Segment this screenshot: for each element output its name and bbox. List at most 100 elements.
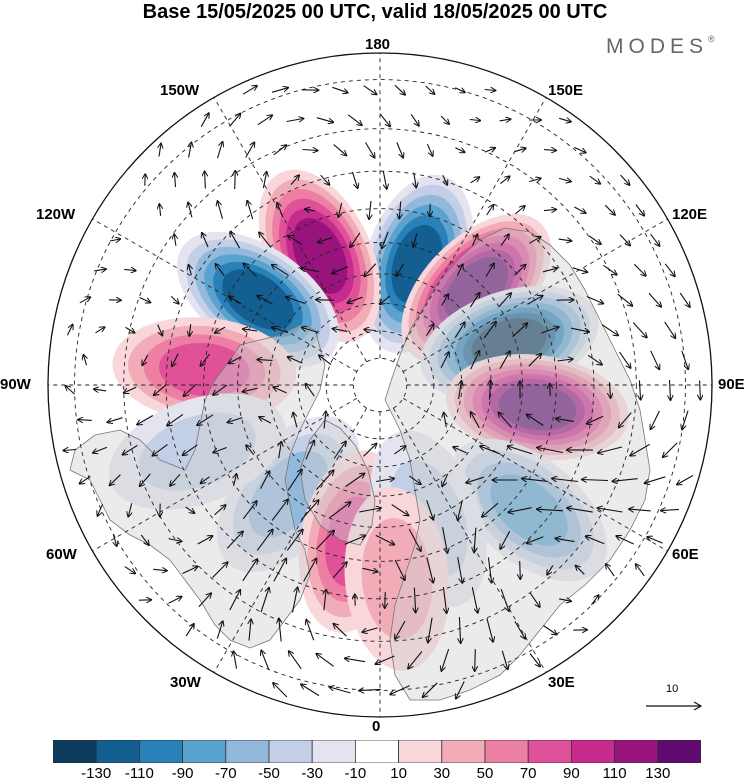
wind-arrow (470, 177, 480, 184)
colorbar-swatch (354, 740, 399, 763)
wind-arrow (359, 508, 381, 513)
wind-arrow (301, 269, 319, 272)
wind-arrow (286, 530, 302, 551)
wind-arrow (205, 172, 206, 189)
wind-arrow (670, 379, 671, 400)
wind-arrow (244, 264, 257, 277)
wind-arrow (428, 617, 433, 643)
wind-arrow (382, 231, 389, 248)
wind-arrow (272, 327, 289, 334)
wind-arrow (242, 86, 257, 95)
wind-arrow (364, 330, 376, 331)
colorbar-swatch (398, 740, 443, 763)
wind-arrow (170, 473, 181, 485)
wind-arrow (459, 381, 462, 400)
colorbar (53, 740, 701, 763)
colorbar-swatch (527, 740, 572, 763)
wind-arrow (394, 84, 405, 94)
wind-arrow (249, 619, 251, 641)
wind-arrow (425, 85, 435, 94)
wind-arrow (537, 509, 564, 511)
colorbar-tick-label: -110 (124, 765, 154, 782)
wind-arrow (390, 685, 410, 695)
wind-arrow (487, 557, 491, 582)
wind-arrow (610, 382, 611, 398)
wind-arrow (218, 201, 224, 219)
wind-arrow (316, 300, 334, 301)
wind-arrow (256, 530, 272, 551)
wind-arrow (440, 352, 449, 369)
wind-arrow (375, 534, 394, 544)
colorbar-swatch (53, 740, 97, 763)
wind-arrow (604, 204, 615, 215)
wind-arrow (471, 412, 480, 429)
colorbar-swatch (614, 740, 659, 763)
wind-arrow (559, 118, 571, 121)
wind-arrow (189, 265, 192, 276)
wind-arrow (442, 587, 446, 613)
anomaly-contour (490, 474, 568, 546)
wind-arrow (647, 537, 663, 544)
wind-arrow (619, 351, 631, 368)
wind-arrow (359, 689, 381, 690)
wind-arrow (159, 204, 160, 216)
lon-label-90w: 90W (0, 376, 31, 393)
wind-arrow (95, 327, 105, 334)
wind-arrow (109, 239, 120, 241)
wind-arrow (603, 264, 616, 274)
wind-arrow (582, 480, 609, 481)
wind-arrow (302, 328, 319, 334)
latitude-circle (123, 128, 637, 642)
wind-arrow (645, 476, 666, 483)
wind-arrow (459, 616, 460, 643)
wind-arrow (333, 442, 346, 459)
wind-arrow (606, 564, 615, 577)
wind-arrow (234, 474, 237, 487)
colorbar-tick-label: -90 (171, 765, 194, 782)
wind-arrow (306, 620, 315, 641)
wind-arrow (66, 325, 72, 336)
wind-arrow (380, 295, 391, 304)
wind-arrow (661, 509, 679, 510)
meridian-line (402, 397, 673, 554)
wind-arrow (537, 448, 563, 454)
wind-arrow (382, 171, 386, 189)
colorbar-tick-label: -50 (258, 765, 280, 782)
wind-arrow (332, 266, 349, 274)
wind-arrow (226, 532, 243, 549)
wind-arrow (682, 410, 689, 430)
wind-arrow (522, 479, 548, 482)
wind-arrow (520, 561, 521, 579)
wind-arrow (567, 508, 593, 513)
colorbar-tick-label: -10 (344, 765, 367, 782)
wind-arrow (408, 475, 420, 484)
wind-arrow (201, 476, 210, 483)
wind-arrow (168, 539, 182, 542)
wind-arrow (376, 655, 395, 664)
wind-arrow (273, 387, 287, 394)
wind-arrow (212, 562, 228, 578)
wind-arrow (391, 504, 409, 516)
graticule (48, 53, 712, 717)
wind-arrow (289, 651, 302, 670)
wind-arrow (441, 649, 450, 671)
wind-arrow (167, 413, 184, 425)
wind-arrow (556, 419, 575, 422)
wind-arrow (66, 386, 75, 395)
wind-arrow (215, 326, 226, 333)
meridian-line (392, 92, 549, 363)
wind-arrow (630, 443, 650, 455)
wind-arrow (454, 322, 464, 338)
wind-arrow (348, 296, 363, 303)
wind-arrow (650, 233, 660, 246)
wind-arrow (201, 353, 210, 366)
wind-arrow (257, 115, 272, 126)
lon-label-0: 0 (372, 718, 381, 735)
wind-arrow (498, 413, 513, 428)
wind-arrow (500, 588, 509, 611)
wind-arrow (558, 239, 572, 241)
wind-arrow (305, 441, 314, 460)
wind-arrow (350, 232, 361, 247)
wind-arrow (414, 172, 416, 188)
wind-arrow (324, 412, 326, 429)
